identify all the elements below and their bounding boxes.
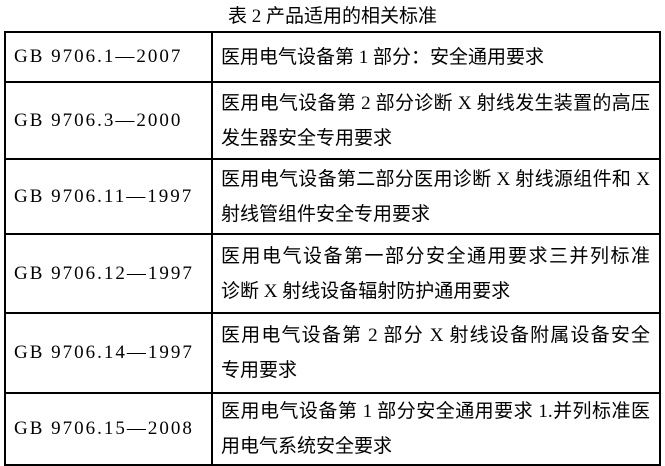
description-line: 射线管组件安全专用要求	[221, 203, 431, 225]
standard-description-cell: 医用电气设备第 1 部分：安全通用要求	[211, 31, 661, 83]
description-line: 发生器安全专用要求	[221, 127, 393, 149]
standard-description-cell: 医用电气设备第 2 部分 X 射线设备附属设备安全 专用要求	[211, 312, 661, 394]
table-row: GB 9706.1—2007 医用电气设备第 1 部分：安全通用要求	[4, 31, 661, 83]
standard-code-cell: GB 9706.11—1997	[4, 158, 213, 235]
standard-description-cell: 医用电气设备第 1 部分安全通用要求 1.并列标准医 用电气系统安全要求	[211, 392, 661, 466]
standard-code-cell: GB 9706.14—1997	[4, 312, 213, 394]
table-row: GB 9706.11—1997 医用电气设备第二部分医用诊断 X 射线源组件和 …	[4, 158, 661, 235]
table-row: GB 9706.12—1997 医用电气设备第一部分安全通用要求三并列标准 诊断…	[4, 233, 661, 314]
description-line: 医用电气设备第二部分医用诊断 X 射线源组件和 X	[221, 168, 650, 190]
standard-code-cell: GB 9706.1—2007	[4, 31, 213, 83]
description-line: 医用电气设备第 1 部分：安全通用要求	[221, 46, 545, 68]
standard-description-cell: 医用电气设备第 2 部分诊断 X 射线发生装置的高压 发生器安全专用要求	[211, 81, 661, 160]
table-row: GB 9706.3—2000 医用电气设备第 2 部分诊断 X 射线发生装置的高…	[4, 81, 661, 160]
standard-code-cell: GB 9706.15—2008	[4, 392, 213, 466]
table-row: GB 9706.14—1997 医用电气设备第 2 部分 X 射线设备附属设备安…	[4, 312, 661, 394]
description-line: 医用电气设备第 2 部分 X 射线设备附属设备安全	[221, 325, 650, 346]
description-line: 医用电气设备第 1 部分安全通用要求 1.并列标准医	[221, 401, 650, 422]
description-line: 诊断 X 射线设备辐射防护通用要求	[221, 280, 511, 302]
table-row: GB 9706.15—2008 医用电气设备第 1 部分安全通用要求 1.并列标…	[4, 392, 661, 466]
description-line: 专用要求	[221, 360, 298, 381]
standard-description-cell: 医用电气设备第二部分医用诊断 X 射线源组件和 X 射线管组件安全专用要求	[211, 158, 661, 235]
description-line: 用电气系统安全要求	[221, 436, 393, 457]
standard-description-cell: 医用电气设备第一部分安全通用要求三并列标准 诊断 X 射线设备辐射防护通用要求	[211, 233, 661, 314]
standards-table: GB 9706.1—2007 医用电气设备第 1 部分：安全通用要求 GB 97…	[4, 31, 661, 466]
table-caption: 表 2 产品适用的相关标准	[227, 6, 437, 27]
description-line: 医用电气设备第 2 部分诊断 X 射线发生装置的高压	[221, 92, 650, 114]
description-line: 医用电气设备第一部分安全通用要求三并列标准	[221, 245, 650, 267]
standard-code-cell: GB 9706.12—1997	[4, 233, 213, 314]
standard-code-cell: GB 9706.3—2000	[4, 81, 213, 160]
